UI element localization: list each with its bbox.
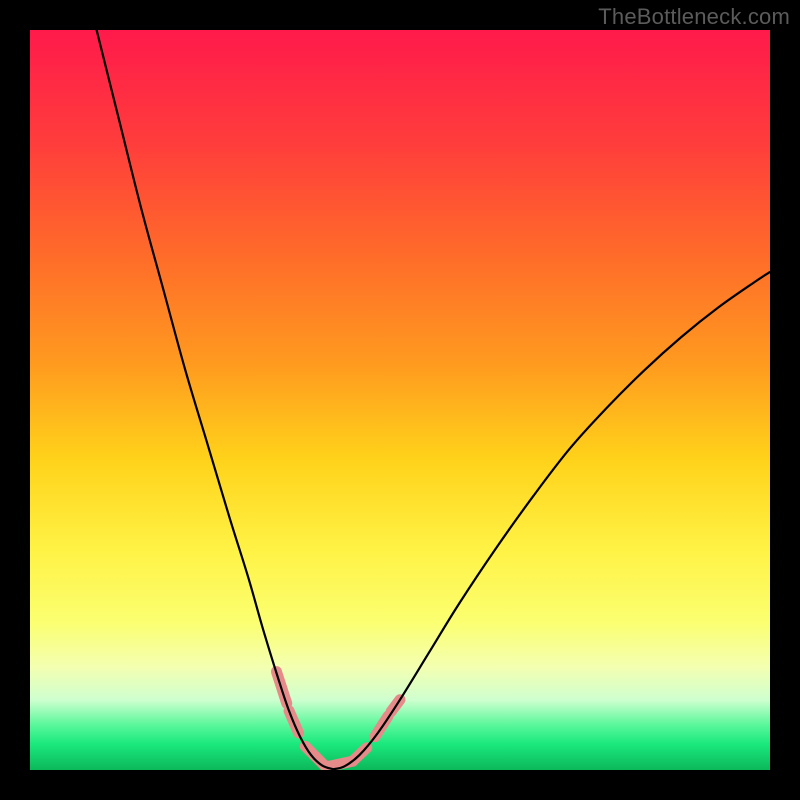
figure: TheBottleneck.com <box>0 0 800 800</box>
watermark-text: TheBottleneck.com <box>598 4 790 30</box>
chart-svg <box>0 0 800 800</box>
